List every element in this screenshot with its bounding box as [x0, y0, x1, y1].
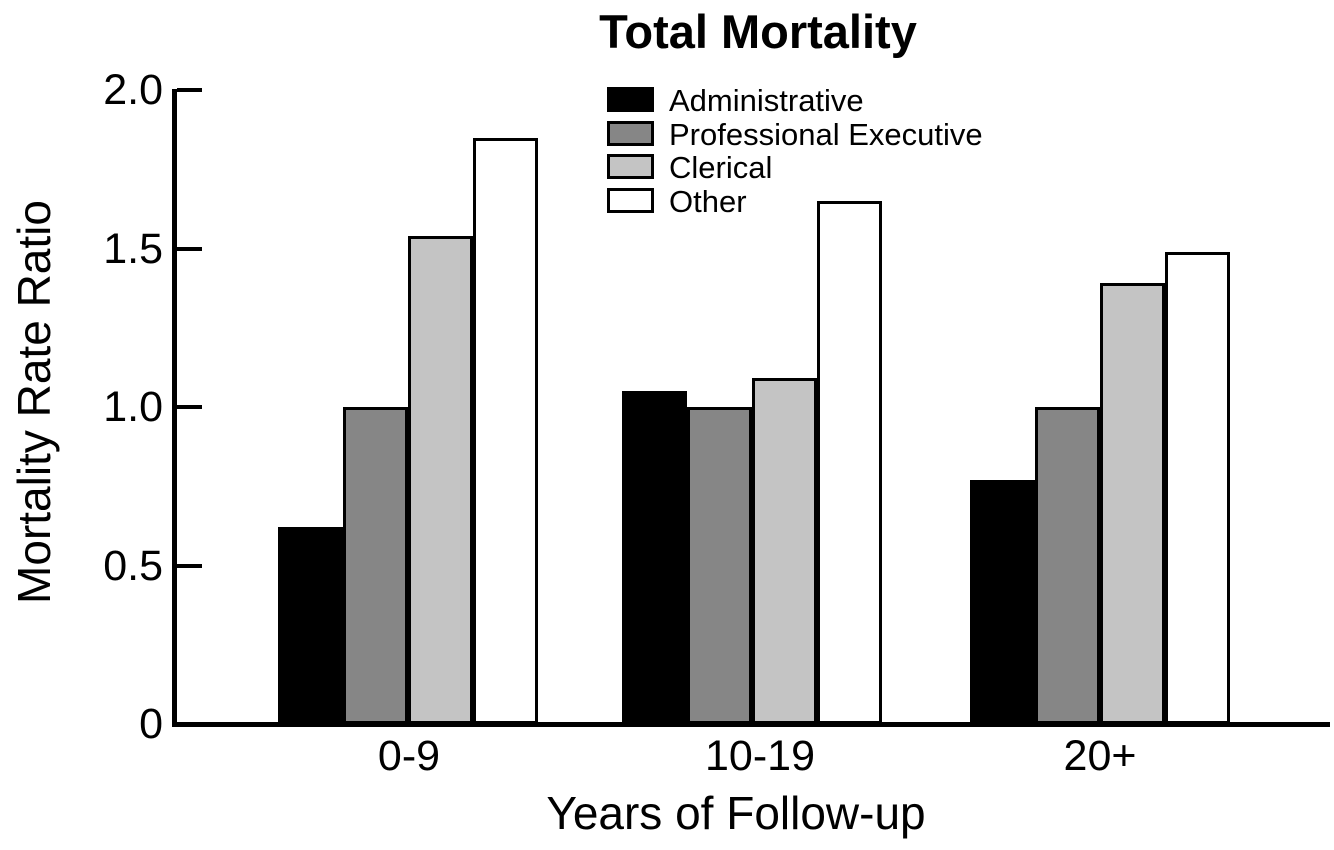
y-axis-line	[172, 89, 177, 727]
bar-20+-other	[1165, 252, 1230, 724]
legend-label-administrative: Administrative	[669, 83, 864, 118]
bar-0-9-clerical	[408, 236, 473, 724]
bar-0-9-other	[473, 138, 538, 724]
bar-10-19-other	[817, 201, 882, 724]
y-tick-mark-2.0	[177, 88, 202, 92]
y-tick-label-0: 0	[139, 700, 163, 748]
bar-20+-clerical	[1100, 283, 1165, 724]
bar-0-9-professional-executive	[343, 407, 408, 724]
legend-swatch-other	[607, 187, 654, 213]
bar-20+-administrative	[970, 480, 1035, 724]
legend-label-other: Other	[669, 183, 747, 219]
y-tick-label-0.5: 0.5	[103, 541, 163, 590]
x-category-label-0-9: 0-9	[377, 732, 441, 780]
bar-10-19-administrative	[622, 391, 687, 724]
legend-label-clerical: Clerical	[669, 150, 773, 185]
y-tick-label-1.0: 1.0	[103, 383, 163, 431]
legend-swatch-professional-executive	[607, 120, 654, 146]
bar-0-9-administrative	[278, 527, 343, 724]
y-tick-mark-0.5	[177, 563, 202, 568]
legend-label-professional-executive: Professional Executive	[669, 116, 983, 152]
y-tick-mark-1.5	[177, 246, 202, 251]
y-tick-mark-1.0	[177, 405, 202, 409]
bar-10-19-professional-executive	[687, 407, 752, 724]
bar-10-19-clerical	[752, 378, 817, 724]
x-category-label-20+: 20+	[1063, 732, 1137, 780]
bar-20+-professional-executive	[1035, 407, 1100, 724]
y-tick-label-2.0: 2.0	[103, 66, 163, 114]
y-tick-label-1.5: 1.5	[103, 224, 163, 273]
legend-swatch-clerical	[607, 154, 654, 179]
x-axis-title: Years of Follow-up	[546, 787, 926, 839]
legend-swatch-administrative	[607, 87, 654, 112]
x-category-label-10-19: 10-19	[705, 732, 815, 780]
chart-title: Total Mortality	[599, 5, 917, 58]
x-axis-line	[172, 722, 1330, 727]
